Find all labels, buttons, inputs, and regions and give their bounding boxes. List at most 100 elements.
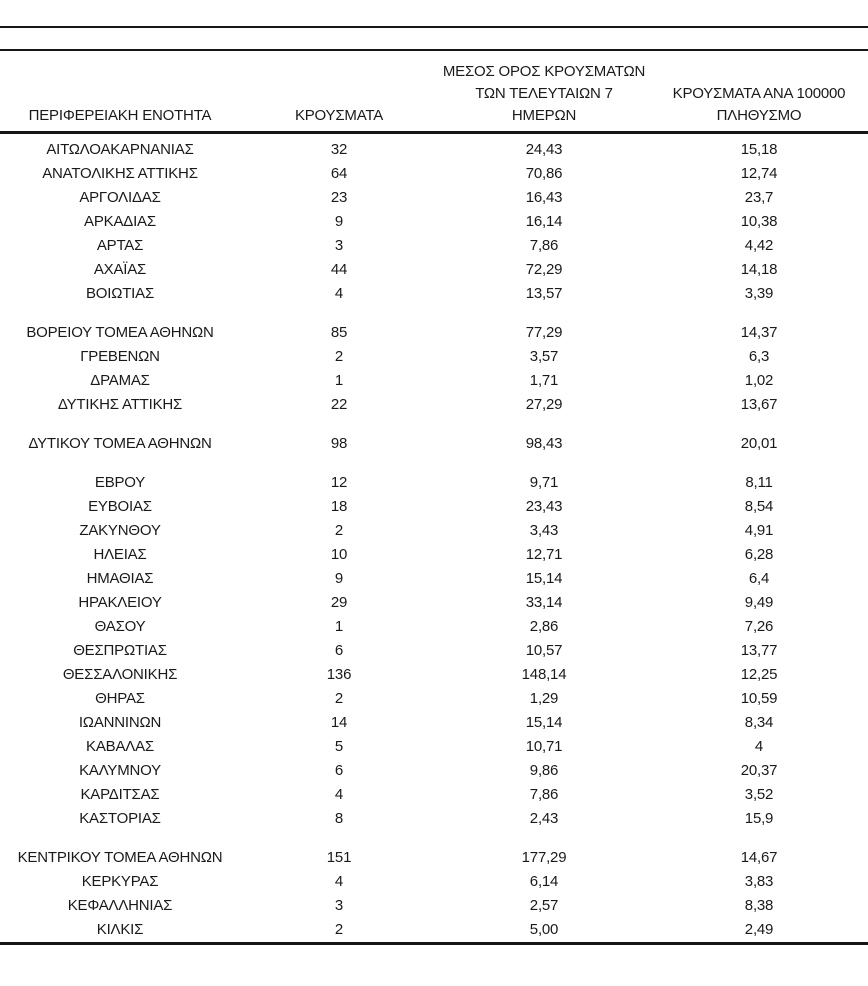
cell-per-100k: 4,42 xyxy=(744,237,774,254)
cell-region: ΚΕΡΚΥΡΑΣ xyxy=(81,873,159,890)
cell-avg-7d: 7,86 xyxy=(529,237,559,254)
cell-region: ΔΥΤΙΚΗΣ ΑΤΤΙΚΗΣ xyxy=(57,396,183,413)
table-row: ΑΙΤΩΛΟΑΚΑΡΝΑΝΙΑΣ 32 24,43 15,18 xyxy=(0,133,868,163)
cell-per-100k: 8,34 xyxy=(744,714,774,731)
table-row: ΚΕΝΤΡΙΚΟΥ ΤΟΜΕΑ ΑΘΗΝΩΝ 151 177,29 14,67 xyxy=(0,846,868,870)
table-row: ΚΕΡΚΥΡΑΣ 4 6,14 3,83 xyxy=(0,870,868,894)
cases-table: ΠΕΡΙΦΕΡΕΙΑΚΗ ΕΝΟΤΗΤΑ ΚΡΟΥΣΜΑΤΑ ΜΕΣΟΣ ΟΡΟ… xyxy=(0,53,868,945)
table-row: ΒΟΙΩΤΙΑΣ 4 13,57 3,39 xyxy=(0,282,868,306)
table-row: ΑΧΑΪΑΣ 44 72,29 14,18 xyxy=(0,258,868,282)
cell-region: ΒΟΡΕΙΟΥ ΤΟΜΕΑ ΑΘΗΝΩΝ xyxy=(26,324,214,341)
cell-per-100k: 12,25 xyxy=(740,666,778,683)
cell-per-100k: 12,74 xyxy=(740,165,778,182)
cell-per-100k: 3,83 xyxy=(744,873,774,890)
cell-cases: 29 xyxy=(330,594,348,611)
cell-per-100k: 10,59 xyxy=(740,690,778,707)
cell-avg-7d: 2,43 xyxy=(529,810,559,827)
cell-per-100k: 3,39 xyxy=(744,285,774,302)
cell-cases: 9 xyxy=(334,213,344,230)
cell-per-100k: 14,67 xyxy=(740,849,778,866)
table-row: ΘΗΡΑΣ 2 1,29 10,59 xyxy=(0,687,868,711)
table-row: ΗΜΑΘΙΑΣ 9 15,14 6,4 xyxy=(0,567,868,591)
group-spacer-cell xyxy=(0,306,868,321)
cell-region: ΚΕΦΑΛΛΗΝΙΑΣ xyxy=(67,897,173,914)
cell-per-100k: 2,49 xyxy=(744,921,774,938)
group-spacer xyxy=(0,456,868,471)
group-spacer-cell xyxy=(0,831,868,846)
cell-avg-7d: 6,14 xyxy=(529,873,559,890)
cell-avg-7d: 2,57 xyxy=(529,897,559,914)
table-row: ΕΒΡΟΥ 12 9,71 8,11 xyxy=(0,471,868,495)
cell-per-100k: 14,37 xyxy=(740,324,778,341)
cell-avg-7d: 5,00 xyxy=(529,921,559,938)
cell-region: ΚΙΛΚΙΣ xyxy=(96,921,144,938)
cell-cases: 44 xyxy=(330,261,348,278)
cell-region: ΗΜΑΘΙΑΣ xyxy=(86,570,154,587)
table-row: ΓΡΕΒΕΝΩΝ 2 3,57 6,3 xyxy=(0,345,868,369)
cell-avg-7d: 23,43 xyxy=(525,498,563,515)
table-row: ΔΥΤΙΚΟΥ ΤΟΜΕΑ ΑΘΗΝΩΝ 98 98,43 20,01 xyxy=(0,432,868,456)
cell-avg-7d: 33,14 xyxy=(525,594,563,611)
cell-per-100k: 15,18 xyxy=(740,141,778,158)
table-header: ΠΕΡΙΦΕΡΕΙΑΚΗ ΕΝΟΤΗΤΑ ΚΡΟΥΣΜΑΤΑ ΜΕΣΟΣ ΟΡΟ… xyxy=(0,53,868,134)
cell-region: ΑΡΚΑΔΙΑΣ xyxy=(84,213,156,230)
cell-avg-7d: 77,29 xyxy=(525,324,563,341)
cell-region: ΑΙΤΩΛΟΑΚΑΡΝΑΝΙΑΣ xyxy=(46,141,194,158)
cell-cases: 3 xyxy=(334,897,344,914)
table-row: ΚΕΦΑΛΛΗΝΙΑΣ 3 2,57 8,38 xyxy=(0,894,868,918)
cell-region: ΘΑΣΟΥ xyxy=(94,618,146,635)
cell-per-100k: 8,38 xyxy=(744,897,774,914)
cell-region: ΘΕΣΣΑΛΟΝΙΚΗΣ xyxy=(62,666,178,683)
cell-region: ΓΡΕΒΕΝΩΝ xyxy=(80,348,160,365)
cell-region: ΚΑΛΥΜΝΟΥ xyxy=(79,762,161,779)
cell-cases: 4 xyxy=(334,786,344,803)
cell-per-100k: 20,37 xyxy=(740,762,778,779)
cell-cases: 2 xyxy=(334,522,344,539)
cell-region: ΙΩΑΝΝΙΝΩΝ xyxy=(78,714,162,731)
column-header-per-100k: ΚΡΟΥΣΜΑΤΑ ΑΝΑ 100000 ΠΛΗΘΥΣΜΟ xyxy=(650,53,868,134)
cell-avg-7d: 10,57 xyxy=(525,642,563,659)
cell-cases: 22 xyxy=(330,396,348,413)
group-spacer xyxy=(0,831,868,846)
table-row: ΑΡΤΑΣ 3 7,86 4,42 xyxy=(0,234,868,258)
cell-avg-7d: 2,86 xyxy=(529,618,559,635)
cell-cases: 4 xyxy=(334,873,344,890)
top-rule-1 xyxy=(0,26,868,28)
cell-cases: 18 xyxy=(330,498,348,515)
cell-region: ΑΡΓΟΛΙΔΑΣ xyxy=(79,189,161,206)
cell-region: ΔΡΑΜΑΣ xyxy=(90,372,150,389)
cell-region: ΒΟΙΩΤΙΑΣ xyxy=(85,285,155,302)
cell-avg-7d: 148,14 xyxy=(521,666,567,683)
cell-per-100k: 6,3 xyxy=(748,348,770,365)
cell-region: ΑΧΑΪΑΣ xyxy=(93,261,147,278)
cell-cases: 136 xyxy=(326,666,352,683)
cell-region: ΗΛΕΙΑΣ xyxy=(93,546,147,563)
table-row: ΚΑΛΥΜΝΟΥ 6 9,86 20,37 xyxy=(0,759,868,783)
cell-cases: 2 xyxy=(334,921,344,938)
table-row: ΔΡΑΜΑΣ 1 1,71 1,02 xyxy=(0,369,868,393)
cell-region: ΚΑΡΔΙΤΣΑΣ xyxy=(80,786,160,803)
cell-avg-7d: 177,29 xyxy=(521,849,567,866)
cell-cases: 85 xyxy=(330,324,348,341)
cell-per-100k: 8,11 xyxy=(745,474,773,491)
cell-cases: 3 xyxy=(334,237,344,254)
table-row: ΙΩΑΝΝΙΝΩΝ 14 15,14 8,34 xyxy=(0,711,868,735)
cell-per-100k: 4,91 xyxy=(744,522,774,539)
table-row: ΒΟΡΕΙΟΥ ΤΟΜΕΑ ΑΘΗΝΩΝ 85 77,29 14,37 xyxy=(0,321,868,345)
cell-per-100k: 8,54 xyxy=(744,498,774,515)
cell-region: ΘΗΡΑΣ xyxy=(95,690,145,707)
cell-cases: 2 xyxy=(334,690,344,707)
table-row: ΚΑΡΔΙΤΣΑΣ 4 7,86 3,52 xyxy=(0,783,868,807)
group-spacer xyxy=(0,306,868,321)
cell-cases: 5 xyxy=(334,738,344,755)
cell-avg-7d: 13,57 xyxy=(525,285,563,302)
table-row: ΑΡΚΑΔΙΑΣ 9 16,14 10,38 xyxy=(0,210,868,234)
table-row: ΚΙΛΚΙΣ 2 5,00 2,49 xyxy=(0,918,868,944)
cell-cases: 1 xyxy=(334,618,344,635)
cell-avg-7d: 15,14 xyxy=(525,570,563,587)
table-row: ΚΑΒΑΛΑΣ 5 10,71 4 xyxy=(0,735,868,759)
cell-avg-7d: 24,43 xyxy=(525,141,563,158)
cell-region: ΘΕΣΠΡΩΤΙΑΣ xyxy=(73,642,167,659)
cell-avg-7d: 15,14 xyxy=(525,714,563,731)
